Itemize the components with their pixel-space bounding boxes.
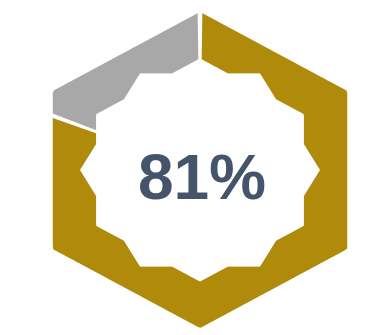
remaining-segment bbox=[52, 13, 199, 131]
progress-segment bbox=[52, 13, 348, 328]
ring-layer bbox=[52, 13, 348, 328]
inner-hexagon bbox=[80, 73, 320, 267]
center-percentage-label: 81% bbox=[138, 141, 266, 213]
